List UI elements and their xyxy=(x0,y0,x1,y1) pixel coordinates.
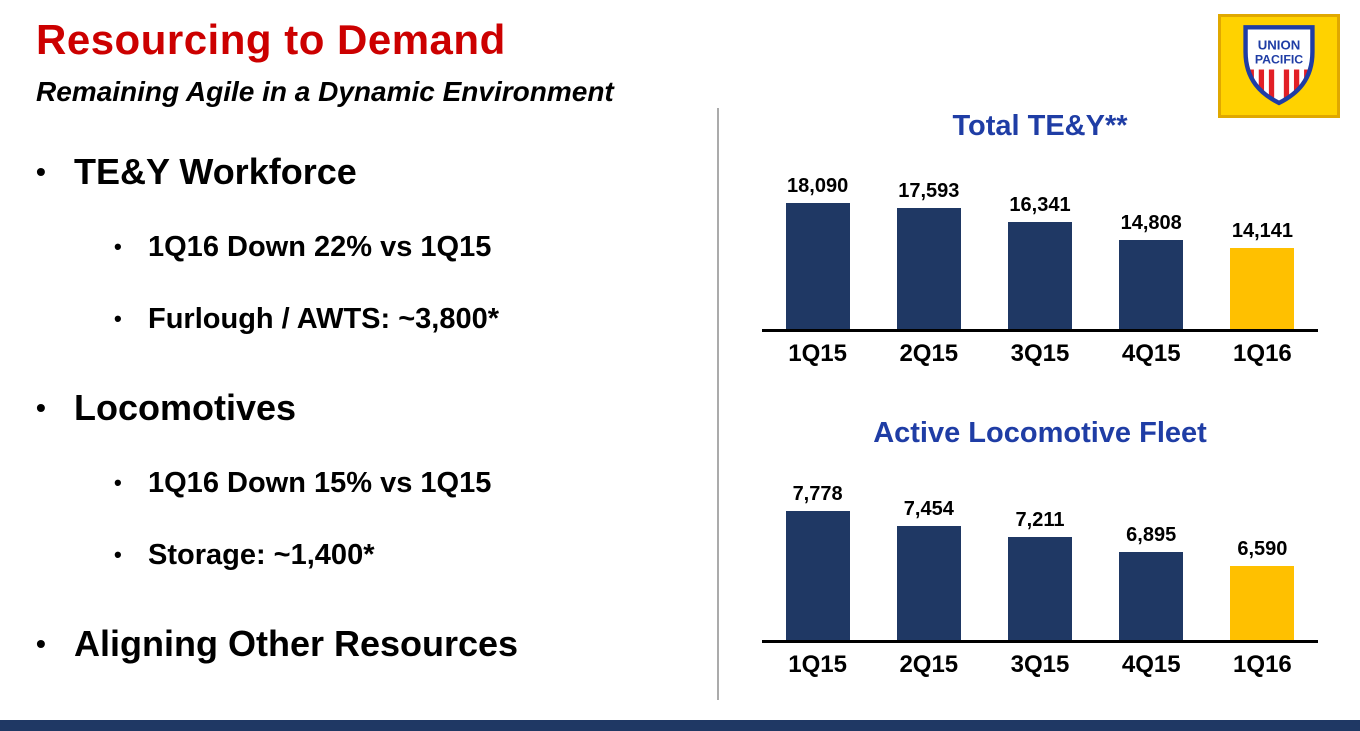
bar-value-label: 6,895 xyxy=(1126,524,1177,546)
union-pacific-logo: UNION PACIFIC xyxy=(1218,14,1340,118)
logo-word-pacific: PACIFIC xyxy=(1255,52,1303,66)
bullet-label: 1Q16 Down 15% vs 1Q15 xyxy=(148,467,492,499)
category-label: 2Q15 xyxy=(899,340,959,367)
bar-value-label: 18,090 xyxy=(787,175,849,197)
bar-value-label: 7,778 xyxy=(792,483,843,505)
bar xyxy=(1119,552,1184,640)
bullet-tey-workforce: • TE&Y Workforce xyxy=(36,150,701,194)
union-pacific-shield-icon: UNION PACIFIC xyxy=(1243,25,1315,106)
bar xyxy=(896,208,961,329)
chart-title: Total TE&Y** xyxy=(952,110,1128,142)
bar-value-label: 14,808 xyxy=(1120,212,1182,234)
category-label: 4Q15 xyxy=(1121,340,1181,367)
bullet-dot-icon: • xyxy=(114,542,122,567)
bullet-furlough-awts: • Furlough / AWTS: ~3,800* xyxy=(114,300,701,338)
bar-highlight xyxy=(1230,248,1295,329)
bullet-storage: • Storage: ~1,400* xyxy=(114,536,701,574)
bullet-list: • TE&Y Workforce • 1Q16 Down 22% vs 1Q15… xyxy=(36,150,701,666)
category-label: 3Q15 xyxy=(1010,651,1070,678)
bar-column: 14,141 xyxy=(1207,164,1318,329)
vertical-divider xyxy=(717,108,719,700)
bar-column: 18,090 xyxy=(762,164,873,329)
category-label: 2Q15 xyxy=(899,651,959,678)
category-label: 1Q15 xyxy=(788,340,847,367)
chart-total-tey: Total TE&Y** 18,090 17,593 16,341 14,808 14,… xyxy=(762,108,1318,368)
bar-column: 7,454 xyxy=(873,475,984,640)
bullet-label: 1Q16 Down 22% vs 1Q15 xyxy=(148,231,492,263)
logo-word-union: UNION xyxy=(1258,37,1301,52)
bar xyxy=(1008,537,1072,640)
category-label: 3Q15 xyxy=(1010,340,1070,367)
bar-column: 6,895 xyxy=(1096,475,1207,640)
page-subtitle: Remaining Agile in a Dynamic Environment xyxy=(36,76,614,107)
bullet-tey-down: • 1Q16 Down 22% vs 1Q15 xyxy=(114,228,701,266)
bar xyxy=(785,511,850,640)
bar-column: 17,593 xyxy=(873,164,984,329)
bullet-label: Furlough / AWTS: ~3,800* xyxy=(148,303,500,335)
bullet-aligning-resources: • Aligning Other Resources xyxy=(36,622,701,666)
bullet-label: Aligning Other Resources xyxy=(74,623,519,664)
bullet-loco-down: • 1Q16 Down 15% vs 1Q15 xyxy=(114,464,701,502)
bullet-dot-icon: • xyxy=(36,156,46,187)
category-label: 4Q15 xyxy=(1121,651,1181,678)
bullet-label: TE&Y Workforce xyxy=(74,151,357,192)
x-axis-labels: 1Q15 2Q15 3Q15 4Q15 1Q16 xyxy=(762,651,1318,679)
bullet-dot-icon: • xyxy=(36,628,46,659)
bullet-dot-icon: • xyxy=(36,392,46,423)
bar-chart-plot-area: 7,778 7,454 7,211 6,895 6,590 xyxy=(762,475,1318,643)
bar-value-label: 14,141 xyxy=(1231,220,1293,242)
bar-column: 7,211 xyxy=(984,475,1095,640)
bar-value-label: 7,211 xyxy=(1015,509,1065,531)
bullet-label: Locomotives xyxy=(74,387,297,428)
footer-bar xyxy=(0,720,1360,731)
bullet-dot-icon: • xyxy=(114,306,122,331)
bullet-locomotives: • Locomotives xyxy=(36,386,701,430)
bullet-label: Storage: ~1,400* xyxy=(148,539,375,571)
bar-value-label: 7,454 xyxy=(903,498,954,520)
bar-value-label: 6,590 xyxy=(1237,538,1288,560)
bar-column: 6,590 xyxy=(1207,475,1318,640)
bar-value-label: 17,593 xyxy=(898,180,960,202)
category-label: 1Q15 xyxy=(788,651,847,678)
bar xyxy=(1008,222,1072,329)
bar xyxy=(1119,240,1184,329)
bar xyxy=(785,203,850,329)
bullet-dot-icon: • xyxy=(114,470,122,495)
bullet-dot-icon: • xyxy=(114,234,122,259)
category-label: 1Q16 xyxy=(1233,340,1292,367)
bar-column: 14,808 xyxy=(1096,164,1207,329)
chart-active-locomotive-fleet: Active Locomotive Fleet 7,778 7,454 7,211 6… xyxy=(762,415,1318,679)
bar-value-label: 16,341 xyxy=(1009,194,1071,216)
x-axis-labels: 1Q15 2Q15 3Q15 4Q15 1Q16 xyxy=(762,340,1318,368)
bar-chart-plot-area: 18,090 17,593 16,341 14,808 14,141 xyxy=(762,164,1318,332)
page-title: Resourcing to Demand xyxy=(36,16,506,63)
category-label: 1Q16 xyxy=(1233,651,1292,678)
bar-column: 7,778 xyxy=(762,475,873,640)
bar xyxy=(896,526,961,640)
bar-column: 16,341 xyxy=(984,164,1095,329)
bar-highlight xyxy=(1230,566,1295,640)
chart-title: Active Locomotive Fleet xyxy=(873,417,1207,449)
